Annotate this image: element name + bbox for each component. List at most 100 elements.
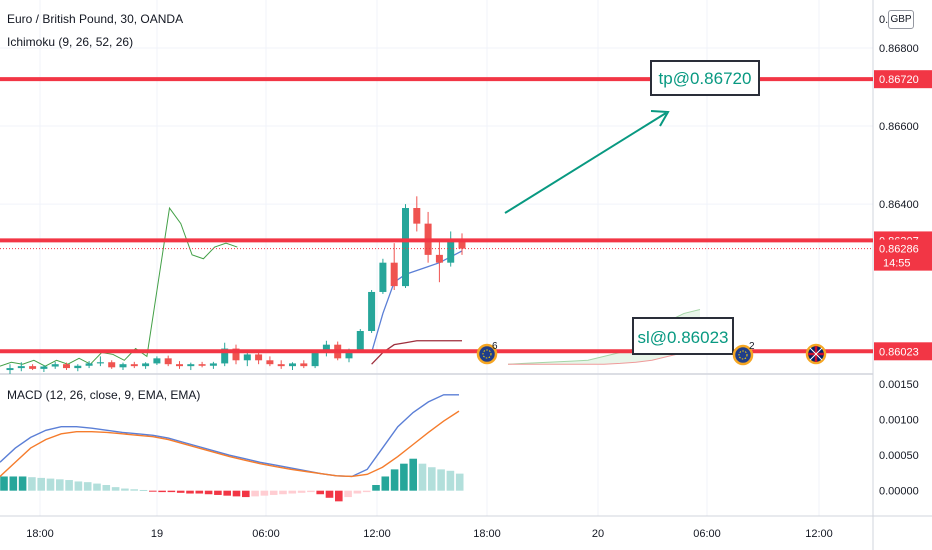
price-axis[interactable]: 0.867200.863070.860230.8628614:550.86800… (874, 14, 932, 498)
price-levels[interactable] (0, 77, 873, 354)
candle-body (221, 348, 229, 364)
macd-histogram-bar (176, 490, 185, 493)
signal-line (0, 410, 460, 478)
candle-body (402, 208, 409, 287)
lagging-span (0, 206, 238, 367)
ichimoku-legend[interactable]: Ichimoku (9, 26, 52, 26) (7, 35, 134, 49)
macd-histogram-bar (372, 485, 380, 491)
price-level-label: 0.86023 (879, 346, 919, 358)
eu-flag-icon (732, 344, 754, 366)
price-tick-label: 0.86600 (879, 121, 919, 133)
macd-histogram-bar (232, 490, 241, 497)
candle-body (458, 239, 466, 249)
event-count: 2 (749, 341, 755, 352)
price-tick-label: 0.86800 (879, 43, 919, 55)
time-tick-label: 18:00 (26, 528, 54, 540)
candle-body (368, 291, 376, 332)
macd-histogram-bar (455, 473, 464, 491)
price-level-badge (874, 342, 932, 361)
candle-body (85, 363, 93, 366)
economic-event-eu-1[interactable]: 6 (476, 341, 498, 365)
macd-histogram-bar (307, 490, 315, 493)
time-tick-label: 12:00 (805, 528, 833, 540)
macd-histogram-bar (121, 488, 129, 491)
candle-body (6, 368, 14, 371)
candlestick-series (6, 196, 466, 374)
currency-button[interactable]: GBP (888, 10, 914, 29)
macd-histogram-bar (56, 479, 64, 491)
countdown-label: 14:55 (883, 258, 911, 270)
macd-histogram-bar (381, 476, 390, 491)
macd-histogram-bar (0, 476, 8, 491)
macd-histogram-bar (74, 481, 83, 491)
macd-histogram-bar (158, 490, 166, 493)
candle-body (345, 350, 353, 359)
last-price-badge (874, 239, 932, 271)
time-tick-label: 12:00 (363, 528, 391, 540)
macd-histogram-bar (111, 487, 120, 491)
stop-loss-label: sl@0.86023 (638, 328, 729, 347)
candle-body (447, 239, 455, 263)
candle-body (40, 366, 48, 369)
candle-body (153, 358, 161, 364)
candle-body (379, 262, 387, 292)
macd-pane (0, 394, 464, 502)
macd-histogram-bar (37, 477, 45, 491)
macd-histogram-bar (9, 476, 18, 491)
macd-histogram-bar (418, 463, 427, 491)
macd-line (0, 394, 459, 478)
macd-histogram-bar (362, 490, 371, 493)
time-tick-label: 06:00 (252, 528, 280, 540)
macd-histogram-bar (390, 469, 399, 491)
candle-body (322, 344, 330, 353)
leading-span-b (508, 348, 701, 365)
macd-histogram-bar (18, 476, 27, 491)
macd-histogram-bar (46, 478, 55, 491)
macd-histogram-bar (288, 490, 297, 494)
stop-loss-box[interactable]: sl@0.86023 (632, 317, 734, 355)
eu-flag-stars-icon (482, 349, 492, 359)
macd-histogram-bar (102, 485, 111, 491)
candle-body (29, 366, 37, 369)
macd-histogram-bar (83, 482, 92, 491)
candle-body (209, 363, 217, 366)
macd-histogram-bar (316, 490, 324, 495)
macd-histogram-bar (130, 489, 138, 491)
time-axis[interactable]: 18:00 19 06:00 12:00 18:00 20 06:00 12:00 (26, 528, 833, 540)
ichimoku-lines (0, 206, 463, 367)
economic-event-uk[interactable] (805, 343, 827, 365)
macd-histogram-bar (65, 480, 73, 491)
candle-body (176, 364, 183, 367)
take-profit-box[interactable]: tp@0.86720 (650, 60, 760, 96)
macd-histogram-bar (186, 490, 194, 494)
candle-body (413, 208, 421, 224)
macd-histogram-bar (437, 469, 445, 491)
candle-body (277, 364, 285, 367)
macd-histogram-bar (260, 490, 269, 496)
macd-histogram-bar (214, 490, 222, 495)
macd-legend[interactable]: MACD (12, 26, close, 9, EMA, EMA) (7, 388, 201, 402)
macd-histogram-bar (279, 490, 287, 495)
macd-histogram-bar (28, 477, 36, 491)
macd-histogram-bar (204, 490, 213, 495)
candle-body (289, 363, 296, 367)
trend-arrow[interactable] (504, 110, 670, 214)
candle-body (300, 363, 308, 367)
economic-event-eu-2[interactable]: 2 (732, 341, 755, 366)
macd-tick-label: 0.00150 (879, 379, 919, 391)
conversion-line (370, 250, 463, 353)
macd-tick-label: 0.00000 (879, 486, 919, 498)
macd-histogram-bar (242, 490, 250, 498)
candle-body (311, 352, 319, 367)
macd-histogram-bar (344, 490, 352, 498)
candle-body (435, 254, 443, 263)
candle-body (164, 358, 172, 365)
macd-histogram-bar (353, 490, 362, 494)
candle-body (198, 364, 206, 366)
macd-histogram-bar (139, 489, 148, 491)
macd-histogram-bar (335, 490, 343, 502)
time-tick-label: 18:00 (473, 528, 501, 540)
trend-arrow-line[interactable] (504, 112, 667, 214)
take-profit-label: tp@0.86720 (659, 69, 752, 88)
